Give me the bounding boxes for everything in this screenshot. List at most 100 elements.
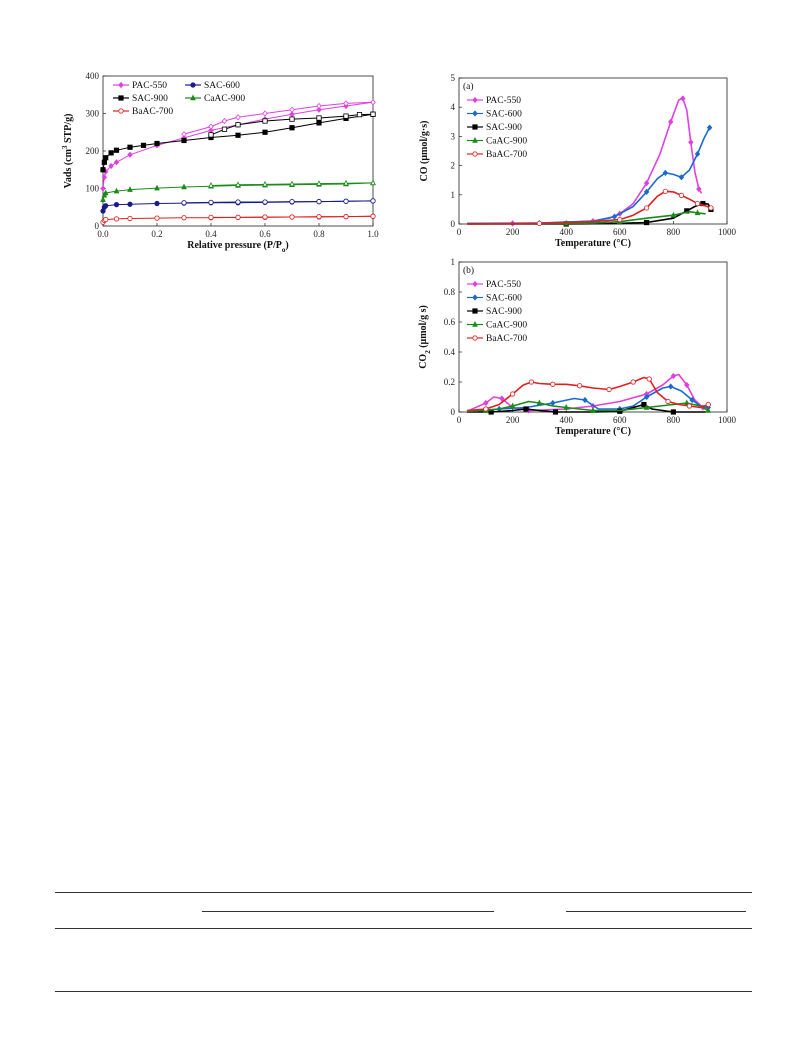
data-point	[316, 115, 322, 121]
x-tick-label: 800	[667, 227, 681, 237]
data-point	[683, 399, 690, 406]
y-tick-label: 0.4	[444, 347, 456, 357]
data-point	[262, 214, 268, 220]
legend-swatch-marker	[190, 82, 196, 88]
x-axis-label: Temperature (°C)	[555, 238, 631, 249]
data-point	[370, 198, 376, 204]
legend-label: SAC-900	[486, 307, 522, 317]
data-point	[289, 106, 295, 113]
y-tick-label: 3	[451, 131, 456, 141]
data-point	[208, 199, 214, 205]
x-tick-label: 800	[667, 415, 681, 425]
y-tick-label: 0.2	[444, 377, 455, 387]
data-point	[181, 137, 187, 144]
data-point	[154, 215, 160, 221]
series-pac-550	[100, 99, 376, 192]
data-point	[127, 186, 133, 192]
y-axis-label: CO (μmol/g·s)	[419, 121, 430, 182]
data-point	[101, 159, 107, 165]
legend-label: BaAC-700	[486, 334, 527, 344]
legend-label: SAC-600	[486, 294, 522, 304]
data-point	[127, 144, 133, 150]
y-tick-label: 0	[451, 219, 456, 229]
data-point	[154, 200, 160, 207]
data-point	[235, 199, 241, 205]
x-tick-label: 200	[506, 227, 520, 237]
data-point	[694, 150, 701, 158]
x-tick-label: 1.0	[367, 229, 379, 239]
y-tick-label: 1	[451, 257, 456, 267]
data-point	[235, 132, 241, 138]
data-point	[684, 381, 690, 389]
data-point	[510, 391, 516, 397]
series-pac-550	[466, 372, 712, 414]
data-point	[646, 376, 652, 382]
data-point	[670, 409, 677, 415]
legend-swatch-marker	[472, 335, 478, 341]
x-tick-label: 600	[613, 227, 627, 237]
data-point	[140, 142, 147, 148]
legend-item-sac-900: SAC-900	[467, 123, 522, 133]
data-point	[235, 122, 241, 128]
data-point	[708, 205, 714, 211]
data-point	[678, 192, 685, 198]
data-point	[154, 184, 160, 191]
y-axis-label: CO2 (μmol/g s)	[418, 305, 432, 369]
data-point	[670, 211, 677, 218]
data-point	[100, 196, 106, 202]
data-point	[343, 179, 349, 186]
legend-label: BaAC-700	[132, 107, 173, 117]
table-bottom-rule	[55, 991, 752, 992]
series-baac-700	[466, 376, 711, 412]
series-line	[466, 127, 711, 225]
data-point	[262, 118, 268, 124]
x-tick-label: 1000	[718, 415, 737, 425]
data-point	[208, 132, 214, 138]
data-point	[113, 187, 120, 194]
legend-swatch-marker	[472, 110, 478, 117]
y-tick-label: 0	[95, 221, 100, 231]
data-point	[678, 174, 685, 181]
data-point	[370, 99, 376, 106]
data-point	[221, 126, 228, 132]
data-point	[343, 198, 349, 204]
data-point	[127, 151, 133, 158]
series-line	[466, 210, 706, 225]
series-sac-600	[100, 198, 376, 214]
legend-label: PAC-550	[486, 280, 521, 290]
legend-swatch-marker	[118, 108, 124, 114]
data-point	[100, 185, 106, 192]
x-tick-label: 0.6	[259, 229, 271, 239]
legend-swatch-marker	[472, 308, 478, 314]
data-point	[343, 113, 349, 119]
legend-label: CaAC-900	[204, 94, 245, 104]
legend-swatch-marker	[472, 280, 478, 288]
series-line	[466, 376, 709, 412]
y-tick-label: 1	[451, 190, 456, 200]
data-point	[523, 406, 529, 412]
data-point	[262, 129, 268, 135]
legend-swatch-marker	[472, 294, 478, 301]
series-line	[466, 400, 709, 413]
data-point	[316, 199, 322, 205]
data-point	[705, 407, 712, 413]
series-sac-900	[100, 111, 376, 173]
legend-label: CaAC-900	[486, 321, 527, 331]
data-point	[343, 100, 349, 107]
series-baac-700	[466, 188, 714, 227]
data-point	[208, 214, 214, 220]
data-point	[316, 214, 322, 220]
co2-release-chart: 0 200 400 600 800 1000 0 0.2 0.4 0.6 0.8 1 Temperatu…	[418, 257, 737, 437]
data-point	[127, 201, 133, 207]
data-point	[483, 399, 489, 407]
data-point	[536, 220, 543, 227]
data-point	[208, 123, 214, 130]
data-point	[181, 131, 187, 138]
x-tick-label: 0.4	[205, 229, 217, 239]
series-caac-900	[100, 179, 376, 202]
x-tick-label: 600	[613, 415, 627, 425]
legend-item-sac-600: SAC-600	[185, 81, 240, 91]
legend-label: SAC-900	[486, 123, 522, 133]
data-point	[686, 403, 693, 409]
data-point	[643, 180, 650, 187]
